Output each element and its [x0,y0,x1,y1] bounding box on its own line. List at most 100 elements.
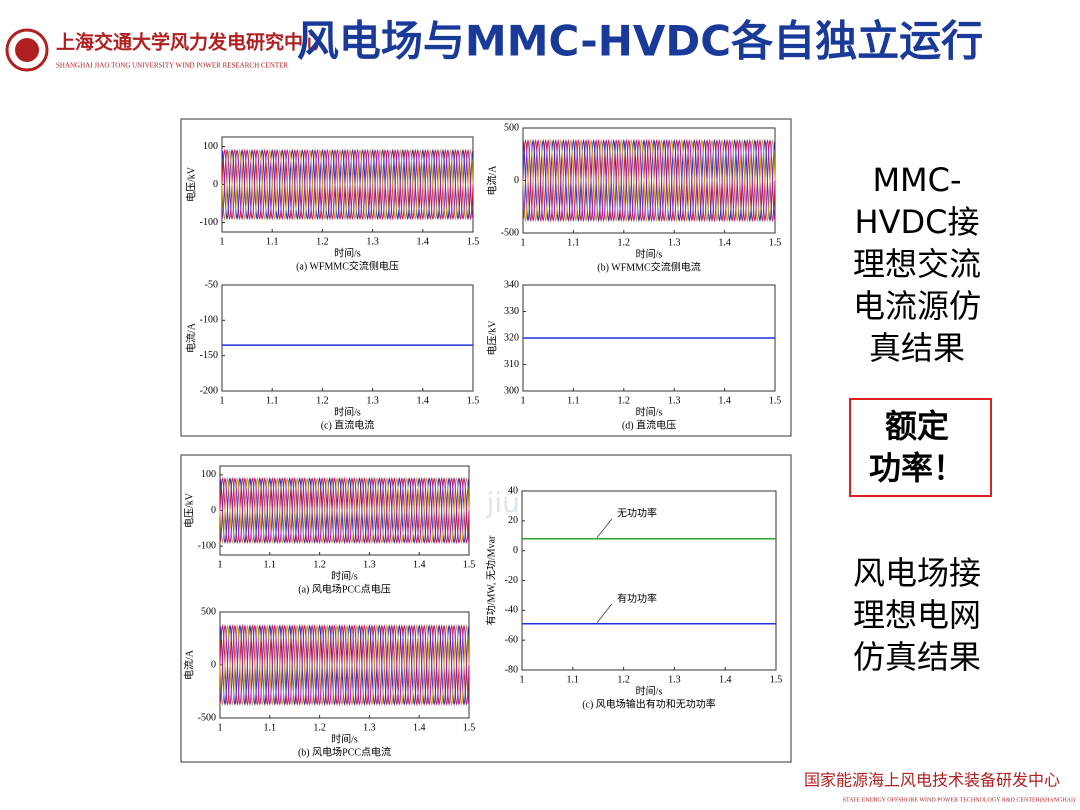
title: 风电场与MMC-HVDC各自独立运行 [297,17,983,66]
y-tick-label: 0 [213,179,218,190]
side-text: 功率！ [869,449,965,487]
x-tick-label: 1.4 [413,722,426,733]
waveform [522,138,776,223]
x-tick-label: 1.4 [417,395,430,406]
footer-name: 国家能源海上风电技术装备研发中心 [804,771,1060,790]
caption: (b) 风电场PCC点电流 [298,745,391,758]
x-tick-label: 1.1 [567,674,580,685]
x-tick-label: 1.5 [769,395,782,406]
x-label: 时间/s [636,247,663,260]
y-tick-label: 300 [504,385,519,396]
y-tick-label: 0 [211,659,216,670]
x-tick-label: 1 [521,237,526,248]
side-text: 风电场接 [853,554,981,592]
y-tick-label: 500 [201,606,216,617]
x-label: 时间/s [331,569,358,582]
x-tick-label: 1 [521,395,526,406]
waveform [221,148,474,221]
annotation: 有功功率 [617,592,657,605]
plot-area [221,284,474,392]
x-tick-label: 1.5 [467,236,480,247]
x-tick-label: 1.1 [264,722,277,733]
x-tick-label: 1 [218,722,223,733]
side-text: 电流源仿 [853,287,981,325]
annotation-arrow [596,518,613,538]
caption: (b) WFMMC交流侧电流 [597,260,700,273]
y-tick-label: -200 [200,385,218,396]
y-label: 电压/kV [182,492,195,528]
org: 上海交通大学风力发电研究中心 [56,30,322,53]
y-tick-label: 100 [201,469,216,480]
caption: (a) WFMMC交流侧电压 [296,259,399,272]
x-label: 时间/s [636,405,663,418]
y-tick-label: -100 [200,217,218,228]
side-text: 额定 [885,407,949,445]
y-tick-label: 0 [211,505,216,516]
y-label: 电压/kV [485,320,498,356]
y-tick-label: 100 [203,141,218,152]
x-tick-label: 1.4 [719,674,732,685]
x-tick-label: 1.2 [618,237,631,248]
y-tick-label: 20 [508,515,518,526]
x-tick-label: 1.2 [618,395,631,406]
side-text: 真结果 [869,329,965,367]
x-tick-label: 1.4 [718,395,731,406]
waveform [219,624,470,706]
plot-area [521,490,777,671]
waveform [219,477,470,544]
annotation: 无功功率 [617,507,657,520]
waveform [221,148,474,221]
waveform [219,477,470,544]
y-tick-label: 40 [508,485,518,496]
x-tick-label: 1.5 [463,722,476,733]
y-tick-label: -80 [505,664,518,675]
caption: (a) 风电场PCC点电压 [298,582,391,595]
x-tick-label: 1.2 [313,559,326,570]
x-label: 时间/s [636,684,663,697]
y-tick-label: 0 [513,545,518,556]
waveform [221,148,474,221]
x-tick-label: 1.4 [718,237,731,248]
x-label: 时间/s [334,405,361,418]
x-tick-label: 1.2 [313,722,326,733]
annotation-arrow [596,603,613,623]
y-tick-label: -60 [505,634,518,645]
y-label: 电流/A [184,322,197,353]
org-en: SHANGHAI JIAO TONG UNIVERSITY WIND POWER… [56,62,288,70]
footer-en: STATE ENERGY OFFSHORE WIND POWER TECHNOL… [843,796,1075,803]
x-tick-label: 1.1 [266,236,279,247]
x-tick-label: 1.2 [316,395,329,406]
x-tick-label: 1.5 [770,674,783,685]
x-tick-label: 1 [218,559,223,570]
caption: (d) 直流电压 [622,418,676,431]
logo-inner [15,38,39,62]
y-label: 电流/A [485,165,498,196]
x-tick-label: 1.3 [668,674,681,685]
y-tick-label: -40 [505,605,518,616]
waveform [522,138,776,223]
x-tick-label: 1.5 [463,559,476,570]
highlight-box [849,398,992,497]
side-text: 理想电网 [853,596,981,634]
y-tick-label: 330 [504,306,519,317]
y-tick-label: 500 [504,122,519,133]
y-tick-label: 310 [504,359,519,370]
x-tick-label: 1.3 [363,559,376,570]
waveform [219,477,470,544]
side-text: HVDC接 [855,203,980,241]
x-tick-label: 1.2 [316,236,329,247]
figure-frame [180,118,792,437]
y-label: 有功/MW, 无功/Mvar [484,535,497,625]
y-tick-label: -20 [505,575,518,586]
x-tick-label: 1.5 [467,395,480,406]
x-tick-label: 1.5 [769,237,782,248]
x-tick-label: 1.3 [363,722,376,733]
x-tick-label: 1.1 [264,559,277,570]
x-tick-label: 1 [220,236,225,247]
y-tick-label: 320 [504,332,519,343]
x-label: 时间/s [331,732,358,745]
y-tick-label: -50 [205,279,218,290]
caption: (c) 风电场输出有功和无功功率 [582,697,716,710]
x-label: 时间/s [334,246,361,259]
x-tick-label: 1 [520,674,525,685]
